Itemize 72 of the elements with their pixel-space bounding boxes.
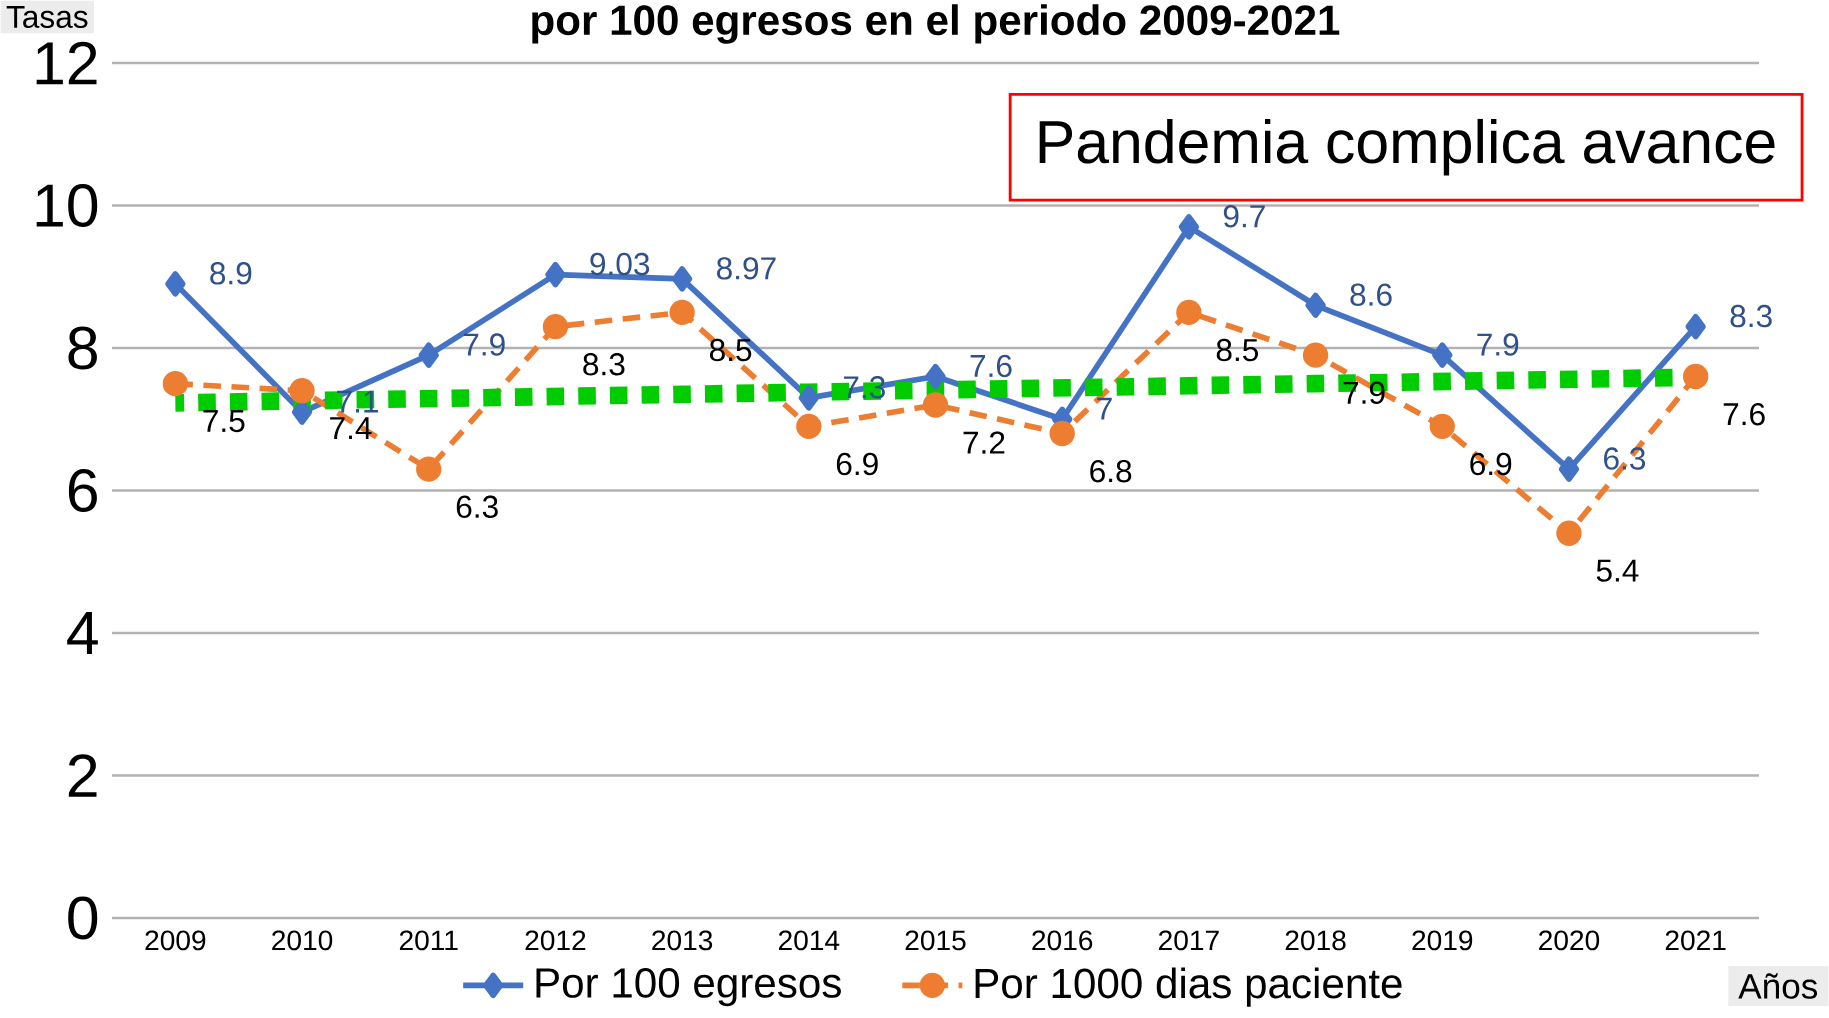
point xyxy=(416,456,442,482)
point xyxy=(925,363,946,390)
data-label: 7.4 xyxy=(330,417,372,439)
point xyxy=(671,266,693,292)
data-label: 6.9 xyxy=(836,452,878,476)
point xyxy=(418,342,439,368)
point xyxy=(1683,363,1709,390)
annotation: Pandemia complica avance xyxy=(1039,118,1775,176)
data-label: 7.2 xyxy=(963,431,1005,454)
x-tick-label: 2018 xyxy=(1285,930,1346,951)
x-tick-label: 2015 xyxy=(905,930,966,951)
point xyxy=(545,261,566,288)
point xyxy=(796,413,822,440)
y-tick-label: 10 xyxy=(36,184,98,228)
point xyxy=(1049,420,1075,447)
data-label: 8.97 xyxy=(717,257,776,280)
chart-title: por 100 egresos en el periodo 2009-2021 xyxy=(532,4,1340,44)
data-label: 8.3 xyxy=(583,353,625,376)
y-tick-label: 12 xyxy=(36,41,97,85)
data-label: 6.8 xyxy=(1090,459,1132,483)
data-label: 8.5 xyxy=(1216,338,1258,362)
point xyxy=(1178,214,1200,240)
x-tick-label: 2021 xyxy=(1665,930,1726,951)
x-tick-label: 2011 xyxy=(399,930,458,951)
y-tick-label: 8 xyxy=(68,326,97,370)
data-label: 9.7 xyxy=(1223,205,1265,228)
data-label: 8.6 xyxy=(1350,283,1392,306)
y-tick-label: 2 xyxy=(68,754,97,797)
legend-label: Por 100 egresos xyxy=(536,968,841,1007)
point xyxy=(1429,413,1455,440)
data-label: 7.6 xyxy=(970,354,1012,378)
data-label: 7.9 xyxy=(1477,333,1519,356)
data-label: 6.9 xyxy=(1470,452,1512,476)
x-tick-label: 2013 xyxy=(652,930,713,951)
data-label: 6.3 xyxy=(456,495,498,519)
x-tick-label: 2019 xyxy=(1412,930,1473,951)
point xyxy=(1558,456,1580,482)
x-tick-label: 2016 xyxy=(1032,930,1093,951)
x-axis-title: Años xyxy=(1738,973,1818,999)
point xyxy=(162,370,189,397)
data-label: 5.4 xyxy=(1596,559,1639,582)
x-tick-label: 2017 xyxy=(1159,930,1219,951)
legend-label: Por 1000 dias paciente xyxy=(975,967,1402,1007)
point xyxy=(289,378,315,404)
x-tick-label: 2009 xyxy=(145,930,206,951)
y-axis-title: Tasas xyxy=(6,5,88,29)
data-label: 6.3 xyxy=(1604,447,1646,470)
point xyxy=(1305,292,1326,318)
y-tick-label: 4 xyxy=(67,612,98,654)
x-tick-label: 2014 xyxy=(778,930,840,951)
y-tick-label: 0 xyxy=(68,896,98,940)
point xyxy=(669,299,695,326)
data-label: 7 xyxy=(1097,397,1112,420)
data-label: 7.9 xyxy=(463,333,505,356)
y-tick-label: 6 xyxy=(68,469,97,513)
data-label: 8.9 xyxy=(210,262,252,285)
point xyxy=(1685,313,1706,340)
x-tick-label: 2020 xyxy=(1539,930,1600,951)
data-label: 7.6 xyxy=(1723,402,1765,426)
point xyxy=(542,313,569,340)
point xyxy=(165,271,186,297)
x-tick-label: 2012 xyxy=(525,930,586,951)
data-label: 7.5 xyxy=(203,410,245,433)
point xyxy=(922,392,949,418)
x-tick-label: 2010 xyxy=(272,930,333,951)
point xyxy=(1432,342,1453,368)
point xyxy=(1556,520,1582,546)
data-label: 8.3 xyxy=(1730,304,1772,328)
point xyxy=(1302,342,1329,368)
point xyxy=(1176,299,1202,326)
data-label: 9.03 xyxy=(590,252,650,276)
point xyxy=(798,385,819,411)
